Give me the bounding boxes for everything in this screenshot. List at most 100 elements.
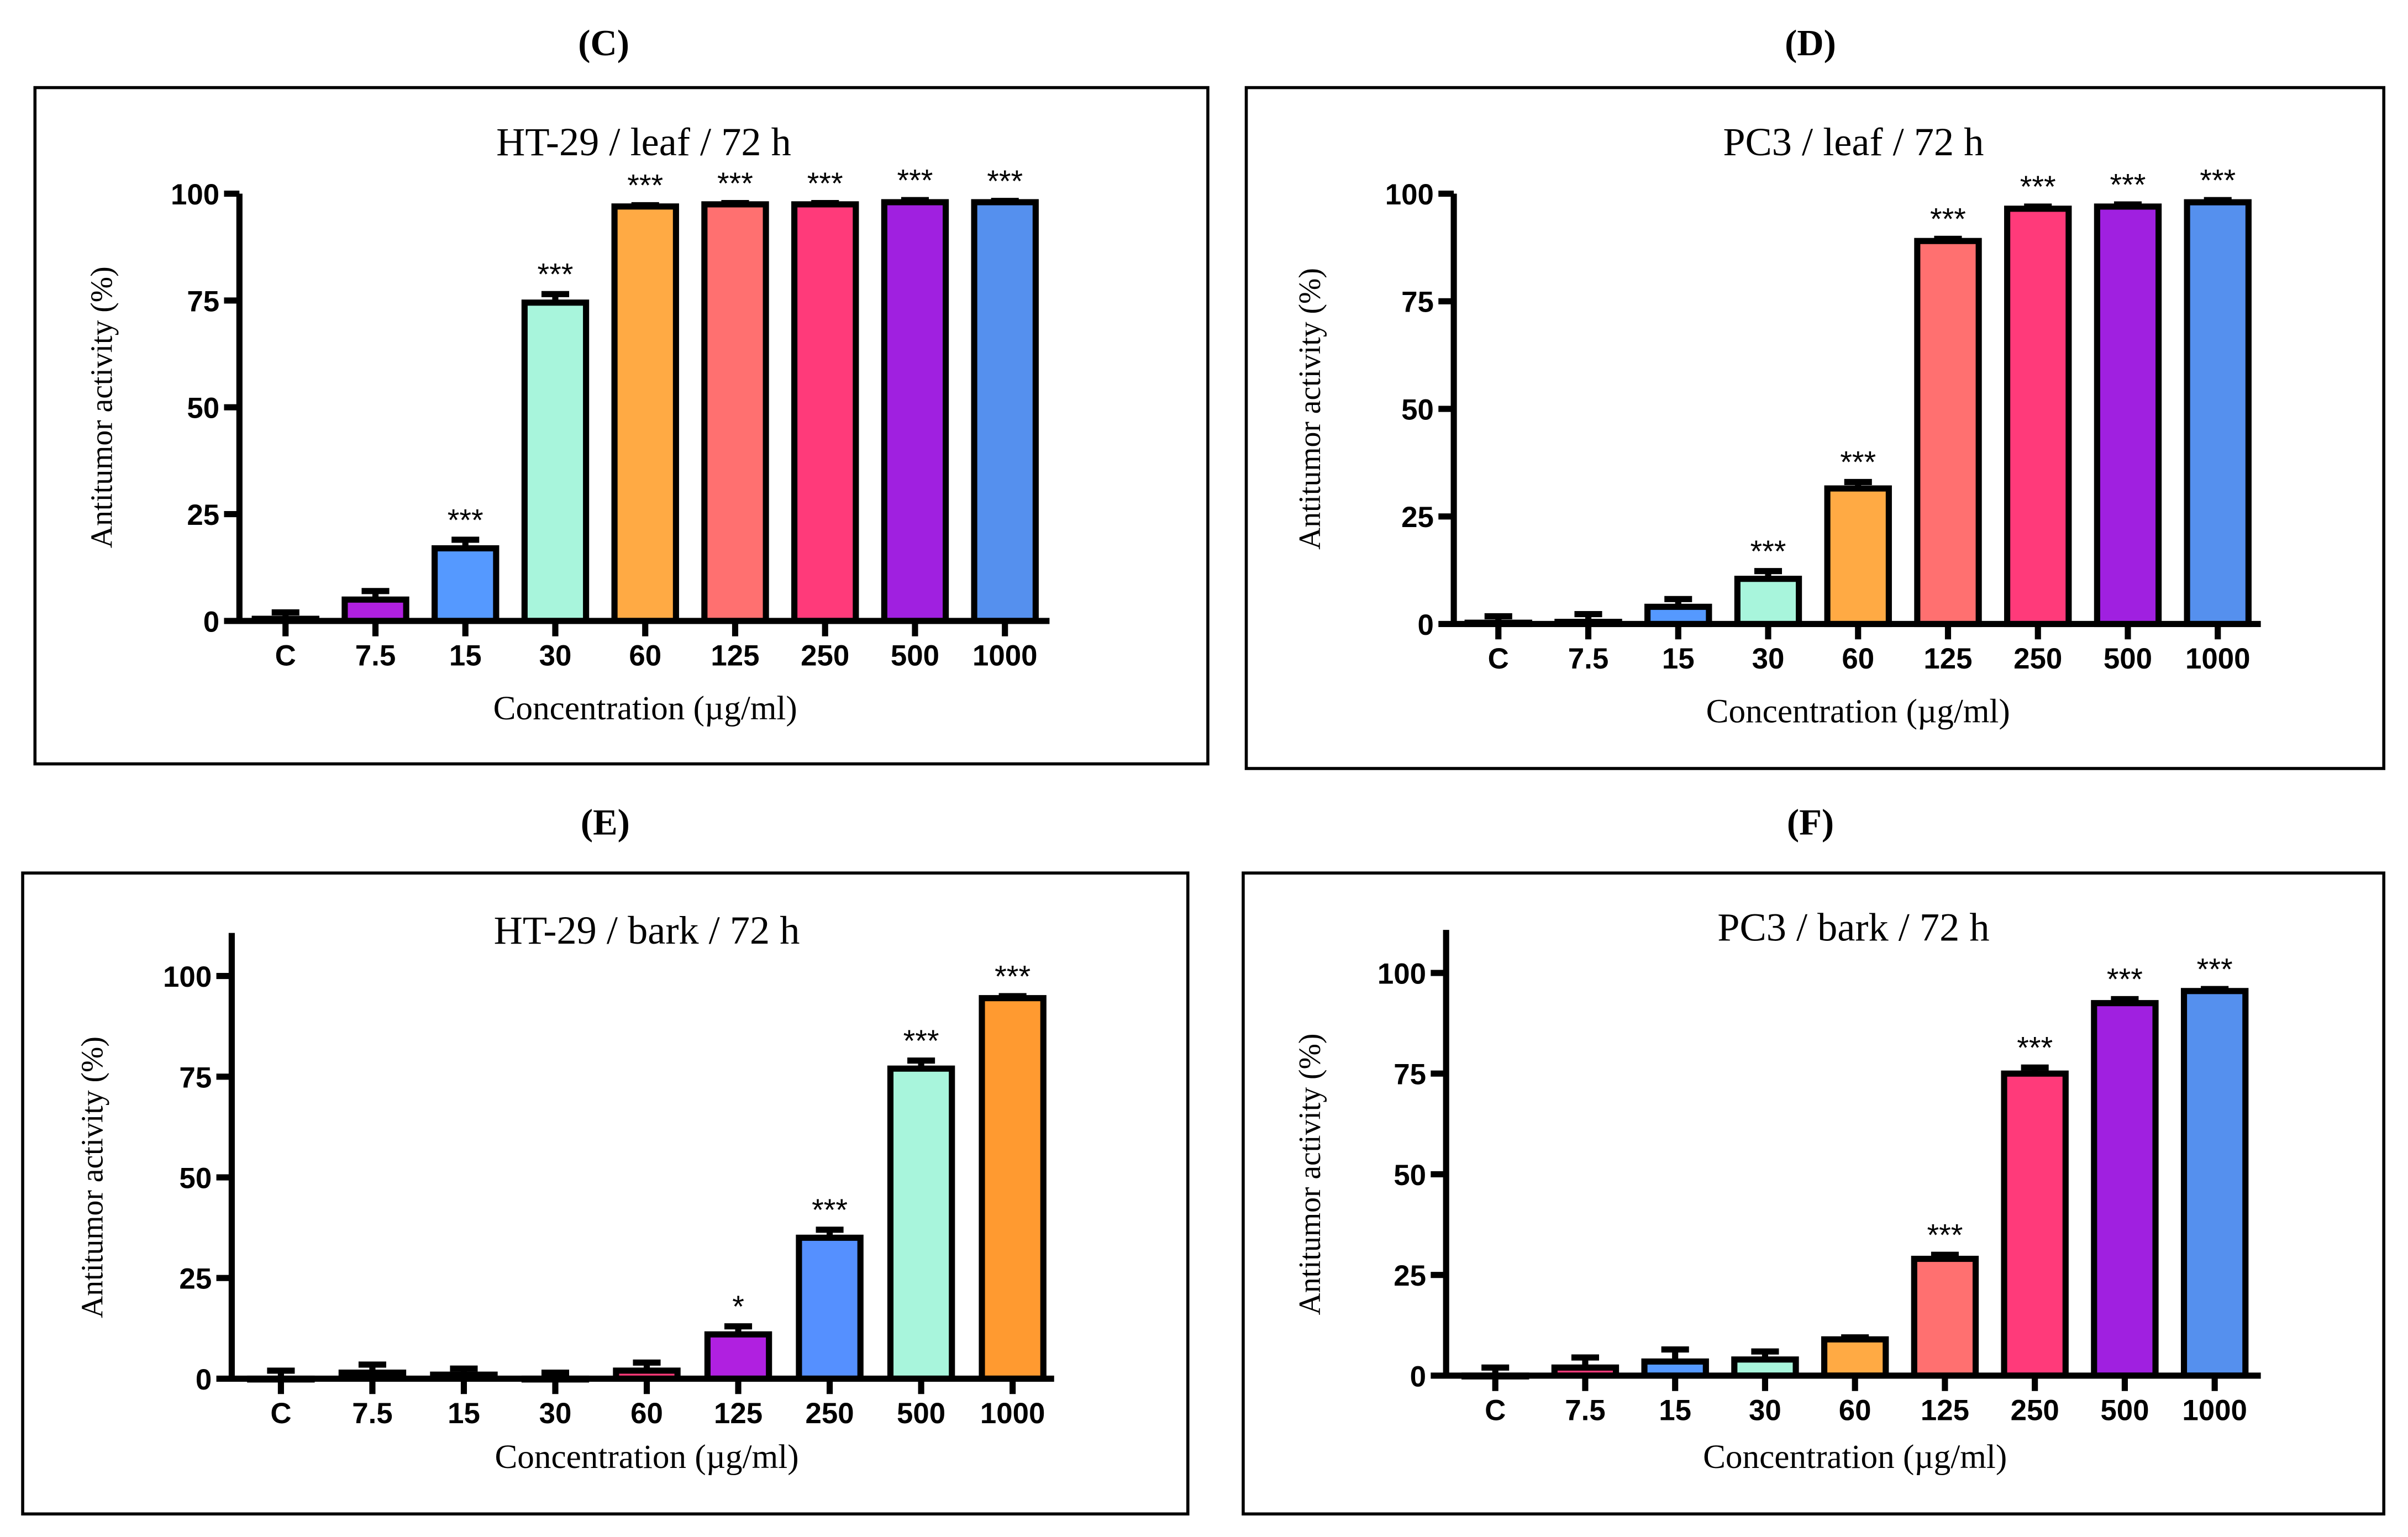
bar [2091, 1000, 2159, 1379]
panel-label: (D) [1785, 23, 1836, 64]
y-axis-label: Antitumor activity (%) [1293, 1034, 1327, 1315]
y-axis-label: Antitumor activity (%) [76, 1036, 110, 1318]
y-tick-label: 100 [171, 178, 219, 211]
y-tick-label: 100 [163, 961, 212, 993]
x-tick-label: 500 [891, 640, 939, 672]
significance-label: *** [627, 169, 663, 203]
bar [2001, 1070, 2069, 1379]
significance-label: *** [717, 166, 753, 201]
x-tick-label: 7.5 [1565, 1394, 1605, 1427]
y-tick-label: 0 [203, 606, 219, 638]
y-tick-label: 75 [187, 285, 219, 318]
x-tick-label: 30 [1749, 1394, 1781, 1427]
x-tick-label: 15 [1659, 1394, 1691, 1427]
x-tick-label: C [275, 640, 296, 672]
x-tick-label: 30 [1752, 643, 1785, 675]
panel-frame [1242, 871, 2385, 1516]
significance-label: *** [2017, 1031, 2053, 1065]
x-axis-label: Concentration (µg/ml) [495, 1438, 798, 1476]
panel-frame [33, 86, 1210, 766]
bar [1821, 1336, 1889, 1379]
bar [521, 299, 590, 624]
x-tick-label: 500 [2104, 643, 2152, 675]
bar [2094, 203, 2162, 628]
chart-panel-f: (F) PC3 / bark / 72 h C 7.5 15 30 60 *** 125 *** 2… [1242, 803, 2385, 1516]
x-tick-label: 15 [449, 640, 482, 672]
x-tick-label: 30 [539, 1397, 572, 1430]
significance-label: *** [897, 163, 933, 197]
panel-label: (F) [1787, 803, 1834, 843]
y-axis-label: Antitumor activity (%) [1293, 268, 1327, 550]
significance-label: *** [538, 257, 574, 292]
y-tick-label: 0 [196, 1364, 212, 1396]
x-tick-label: 60 [1839, 1394, 1871, 1427]
x-tick-label: 60 [629, 640, 661, 672]
x-tick-label: 15 [1662, 643, 1695, 675]
bar [704, 1331, 772, 1382]
bar [979, 995, 1047, 1382]
chart-title: PC3 / leaf / 72 h [1723, 120, 1984, 164]
significance-label: *** [903, 1024, 939, 1058]
significance-label: *** [987, 164, 1023, 198]
y-tick-label: 50 [187, 392, 219, 425]
x-tick-label: C [1485, 1394, 1506, 1427]
x-tick-label: 1000 [2185, 643, 2251, 675]
bar [1914, 238, 1982, 628]
chart-panel-e: (E) HT-29 / bark / 72 h C 7.5 15 30 60 * 125 *** 2… [21, 803, 1190, 1516]
x-tick-label: 250 [2013, 643, 2062, 675]
x-axis-label: Concentration (µg/ml) [1703, 1438, 2007, 1476]
panel-label: (C) [578, 23, 629, 64]
bar [1734, 576, 1802, 628]
x-tick-label: C [270, 1397, 291, 1430]
y-tick-label: 100 [1385, 178, 1434, 211]
y-tick-label: 25 [187, 499, 219, 531]
chart-panel-c: (C) HT-29 / leaf / 72 h C 7.5 *** 15 *** 30 *** 6… [33, 23, 1210, 766]
significance-label: *** [807, 166, 843, 201]
x-tick-label: 250 [801, 640, 849, 672]
significance-label: *** [1840, 445, 1876, 480]
significance-label: *** [1930, 202, 1966, 236]
significance-label: *** [812, 1193, 848, 1227]
x-axis-label: Concentration (µg/ml) [493, 689, 797, 727]
x-tick-label: 1000 [980, 1397, 1045, 1430]
x-tick-label: 500 [897, 1397, 945, 1430]
bar [2004, 206, 2072, 628]
chart-panel-d: (D) PC3 / leaf / 72 h C 7.5 15 *** 30 *** 60 *** 1… [1244, 23, 2385, 770]
panel-frame [21, 871, 1190, 1516]
x-tick-label: 1000 [972, 640, 1038, 672]
x-axis-label: Concentration (µg/ml) [1706, 693, 2010, 730]
bar [2180, 988, 2249, 1379]
significance-label: *** [1750, 534, 1786, 569]
bar [887, 1065, 955, 1382]
panel-frame [1244, 86, 2385, 770]
x-tick-label: 15 [448, 1397, 480, 1430]
bar [341, 596, 409, 624]
significance-label: *** [2197, 952, 2233, 986]
x-tick-label: 250 [2011, 1394, 2059, 1427]
chart-title: HT-29 / leaf / 72 h [496, 120, 791, 164]
x-tick-label: 7.5 [355, 640, 396, 672]
y-tick-label: 50 [1394, 1159, 1426, 1192]
x-tick-label: 125 [1923, 643, 1972, 675]
x-tick-label: 1000 [2182, 1394, 2247, 1427]
bar [2184, 199, 2252, 628]
bar [701, 201, 769, 624]
x-tick-label: 60 [630, 1397, 663, 1430]
y-tick-label: 50 [179, 1162, 212, 1194]
x-tick-label: C [1488, 643, 1509, 675]
significance-label: *** [2200, 164, 2236, 198]
bar [1824, 485, 1892, 628]
significance-label: *** [448, 503, 483, 537]
y-tick-label: 50 [1401, 393, 1434, 426]
bar [796, 1234, 864, 1382]
bar [1911, 1255, 1979, 1379]
y-tick-label: 100 [1377, 957, 1426, 990]
y-tick-label: 25 [179, 1263, 212, 1296]
x-tick-label: 125 [711, 640, 759, 672]
bar [791, 201, 859, 624]
y-tick-label: 25 [1401, 501, 1434, 534]
bar [971, 199, 1039, 624]
chart-title: HT-29 / bark / 72 h [494, 908, 800, 952]
x-tick-label: 7.5 [352, 1397, 392, 1430]
